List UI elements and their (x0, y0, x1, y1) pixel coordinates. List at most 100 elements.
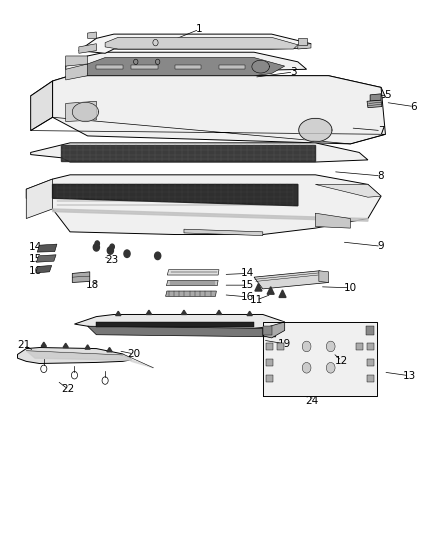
Polygon shape (88, 326, 276, 337)
Text: 14: 14 (241, 269, 254, 278)
Text: 18: 18 (85, 280, 99, 289)
Bar (367, 375, 374, 382)
Polygon shape (41, 342, 46, 346)
Polygon shape (107, 348, 112, 352)
Circle shape (110, 244, 114, 249)
Polygon shape (175, 65, 201, 69)
Polygon shape (74, 314, 285, 328)
Polygon shape (79, 44, 96, 53)
Polygon shape (26, 175, 381, 235)
Polygon shape (123, 354, 153, 368)
Polygon shape (315, 184, 381, 197)
Polygon shape (247, 311, 252, 316)
Polygon shape (31, 143, 368, 162)
Text: 20: 20 (127, 349, 140, 359)
Bar (367, 343, 374, 350)
Circle shape (302, 362, 311, 373)
Bar (366, 326, 374, 335)
Polygon shape (36, 255, 56, 262)
Polygon shape (319, 271, 328, 282)
Text: 24: 24 (305, 397, 318, 406)
Bar (266, 375, 273, 382)
Polygon shape (66, 56, 88, 66)
Polygon shape (26, 179, 53, 219)
Polygon shape (63, 343, 68, 348)
Polygon shape (66, 52, 307, 74)
Circle shape (107, 247, 113, 254)
Polygon shape (267, 287, 274, 294)
Circle shape (326, 362, 335, 373)
Polygon shape (116, 311, 121, 316)
Text: 1: 1 (196, 25, 203, 34)
Bar (356, 343, 363, 350)
Polygon shape (18, 348, 131, 364)
Text: 22: 22 (61, 384, 74, 394)
Polygon shape (255, 284, 262, 291)
Polygon shape (72, 272, 90, 282)
Circle shape (95, 241, 99, 246)
Polygon shape (26, 351, 131, 360)
Bar (266, 359, 273, 366)
Text: 9: 9 (378, 241, 385, 251)
Polygon shape (85, 345, 90, 349)
Polygon shape (367, 100, 382, 108)
Polygon shape (298, 44, 311, 49)
Polygon shape (66, 101, 96, 122)
Text: 19: 19 (278, 339, 291, 349)
Text: 16: 16 (241, 292, 254, 302)
Polygon shape (146, 310, 152, 314)
Text: 21: 21 (18, 341, 31, 350)
Polygon shape (166, 280, 218, 286)
Polygon shape (216, 310, 222, 314)
Polygon shape (53, 76, 385, 144)
Text: 6: 6 (410, 102, 417, 111)
Polygon shape (36, 265, 52, 273)
Text: 10: 10 (344, 283, 357, 293)
Polygon shape (298, 38, 307, 45)
Polygon shape (79, 34, 311, 53)
Polygon shape (263, 322, 377, 396)
Text: 23: 23 (105, 255, 118, 264)
Polygon shape (263, 322, 285, 338)
Polygon shape (66, 64, 88, 80)
Polygon shape (53, 209, 368, 221)
Polygon shape (105, 37, 298, 49)
Polygon shape (166, 291, 216, 296)
Bar (277, 343, 284, 350)
Text: 11: 11 (250, 295, 263, 305)
Polygon shape (315, 213, 350, 228)
Circle shape (93, 244, 99, 251)
Circle shape (124, 250, 130, 257)
Text: 12: 12 (335, 356, 348, 366)
Circle shape (326, 341, 335, 352)
Circle shape (155, 252, 161, 260)
Text: 15: 15 (241, 280, 254, 290)
Text: 7: 7 (378, 126, 385, 135)
Bar (263, 326, 272, 335)
Polygon shape (96, 65, 123, 69)
Polygon shape (181, 310, 187, 314)
Polygon shape (279, 290, 286, 297)
Bar (266, 343, 273, 350)
Text: 14: 14 (28, 243, 42, 252)
Polygon shape (184, 229, 263, 236)
Polygon shape (31, 81, 53, 131)
Text: 15: 15 (28, 254, 42, 264)
Polygon shape (88, 58, 285, 76)
Polygon shape (167, 270, 219, 275)
Polygon shape (53, 184, 298, 206)
Polygon shape (96, 322, 254, 327)
Polygon shape (31, 76, 385, 107)
Text: 13: 13 (403, 371, 416, 381)
Polygon shape (61, 145, 315, 161)
Text: 8: 8 (378, 171, 385, 181)
Text: 5: 5 (384, 90, 391, 100)
Polygon shape (370, 94, 381, 101)
Polygon shape (37, 244, 57, 252)
Polygon shape (299, 118, 332, 142)
Polygon shape (72, 102, 99, 122)
Polygon shape (254, 271, 328, 289)
Text: 3: 3 (290, 67, 297, 77)
Polygon shape (252, 60, 269, 73)
Circle shape (302, 341, 311, 352)
